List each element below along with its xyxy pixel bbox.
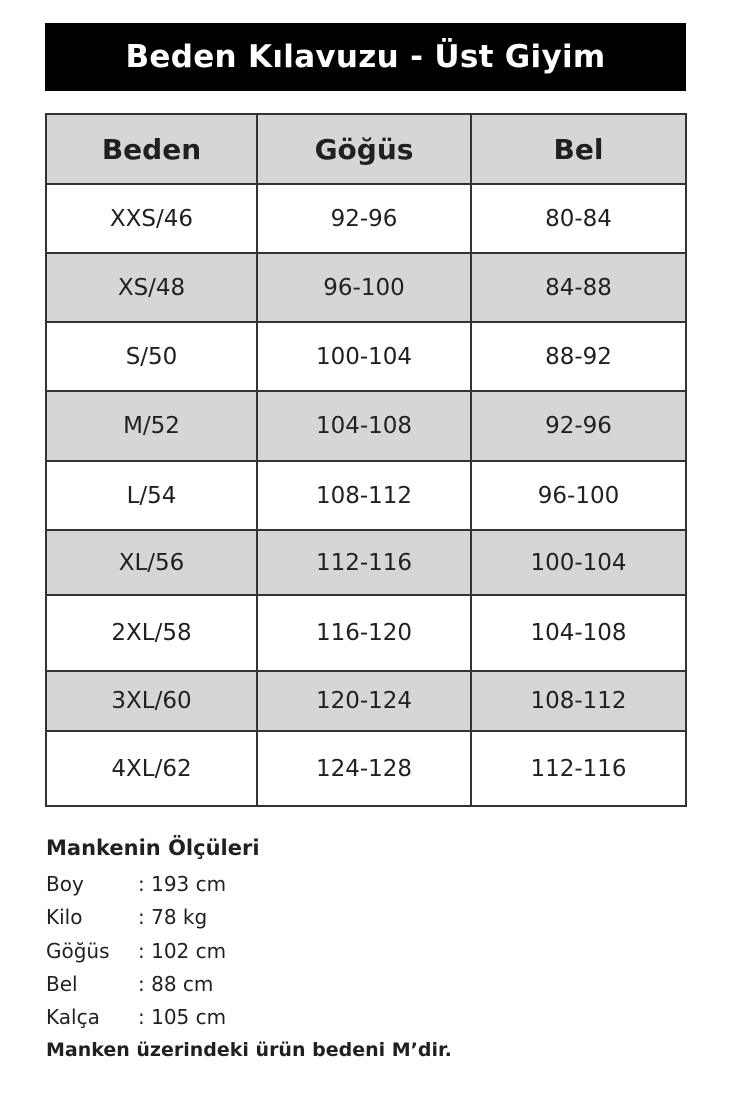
cell-size: XL/56	[45, 529, 258, 596]
model-measure: Kilo : 78 kg	[46, 905, 207, 929]
cell-chest: 104-108	[256, 390, 472, 462]
measure-value: : 78 kg	[138, 905, 208, 930]
cell-waist: 88-92	[470, 321, 687, 392]
measure-label: Kilo	[46, 905, 83, 930]
cell-waist: 108-112	[470, 670, 687, 732]
table-row: 3XL/60 120-124 108-112	[45, 670, 687, 732]
model-measure: Boy : 193 cm	[46, 872, 226, 896]
cell-chest: 116-120	[256, 594, 472, 672]
cell-waist: 100-104	[470, 529, 687, 596]
table-row: M/52 104-108 92-96	[45, 390, 687, 462]
table-row: XS/48 96-100 84-88	[45, 252, 687, 323]
table-row: S/50 100-104 88-92	[45, 321, 687, 392]
cell-size: 4XL/62	[45, 730, 258, 807]
model-measure: Kalça : 105 cm	[46, 1005, 226, 1029]
cell-size: XXS/46	[45, 183, 258, 254]
measure-label: Bel	[46, 971, 78, 996]
measure-label: Boy	[46, 872, 84, 896]
measure-value: : 193 cm	[138, 872, 227, 896]
header-bel: Bel	[470, 113, 687, 185]
model-measure: Göğüs : 102 cm	[46, 939, 226, 963]
cell-chest: 112-116	[256, 529, 472, 596]
model-heading: Mankenin Ölçüleri	[46, 836, 260, 860]
table-row: XXS/46 92-96 80-84	[45, 183, 687, 254]
cell-chest: 96-100	[256, 252, 472, 323]
table-row: 2XL/58 116-120 104-108	[45, 594, 687, 672]
measure-label: Göğüs	[46, 938, 110, 963]
size-table: Beden Göğüs Bel XXS/46 92-96 80-84 XS/48 96-…	[45, 113, 687, 807]
measure-value: : 102 cm	[138, 938, 227, 963]
model-measure: Bel : 88 cm	[46, 972, 213, 996]
cell-chest: 124-128	[256, 730, 472, 807]
cell-waist: 80-84	[470, 183, 687, 254]
cell-size: S/50	[45, 321, 258, 392]
table-header-row: Beden Göğüs Bel	[45, 113, 687, 185]
model-note: Manken üzerindeki ürün bedeni M’dir.	[46, 1039, 452, 1061]
header-gogus: Göğüs	[256, 113, 472, 185]
cell-chest: 92-96	[256, 183, 472, 254]
cell-waist: 92-96	[470, 390, 687, 462]
cell-size: 2XL/58	[45, 594, 258, 672]
cell-waist: 84-88	[470, 252, 687, 323]
cell-size: M/52	[45, 390, 258, 462]
measure-value: : 88 cm	[138, 971, 214, 996]
measure-label: Kalça	[46, 1005, 100, 1030]
cell-waist: 104-108	[470, 594, 687, 672]
cell-waist: 112-116	[470, 730, 687, 807]
cell-chest: 120-124	[256, 670, 472, 732]
cell-size: L/54	[45, 460, 258, 531]
table-row: XL/56 112-116 100-104	[45, 529, 687, 596]
header-beden: Beden	[45, 113, 258, 185]
table-row: L/54 108-112 96-100	[45, 460, 687, 531]
cell-size: XS/48	[45, 252, 258, 323]
table-row: 4XL/62 124-128 112-116	[45, 730, 687, 807]
measure-value: : 105 cm	[138, 1005, 227, 1030]
cell-waist: 96-100	[470, 460, 687, 531]
cell-chest: 100-104	[256, 321, 472, 392]
page-title: Beden Kılavuzu - Üst Giyim	[45, 23, 686, 91]
cell-size: 3XL/60	[45, 670, 258, 732]
cell-chest: 108-112	[256, 460, 472, 531]
